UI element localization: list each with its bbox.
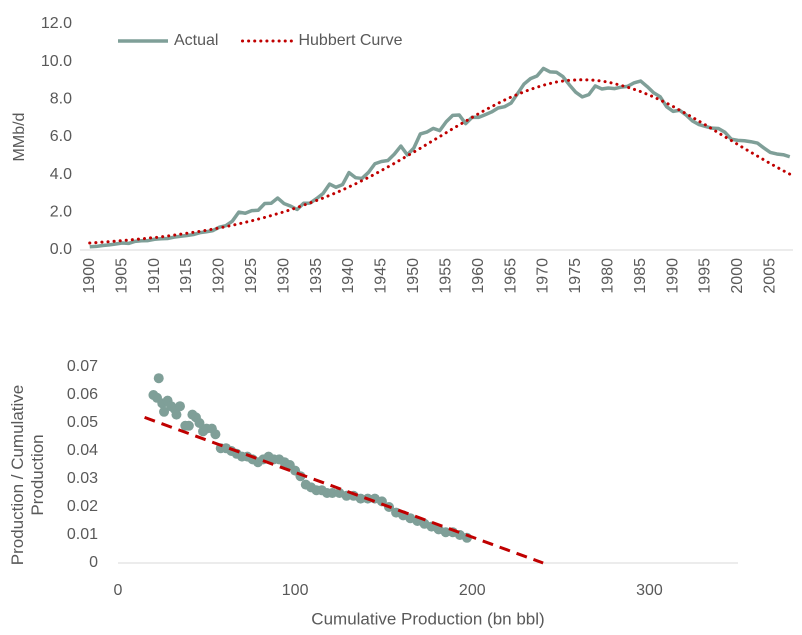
- x-tick-label: 1950: [405, 258, 422, 294]
- y-tick-label: 0.03: [67, 470, 98, 487]
- x-tick-label: 1970: [535, 258, 552, 294]
- x-tick-label: 2000: [729, 258, 746, 294]
- scatter-point: [175, 401, 185, 412]
- x-tick-label: 100: [282, 582, 309, 599]
- series-line: [89, 66, 791, 249]
- x-tick-label: 200: [459, 582, 486, 599]
- y-tick-label: 0.01: [67, 526, 98, 543]
- x-tick-label: 1965: [502, 258, 519, 294]
- x-tick-label: 1930: [275, 258, 292, 294]
- scatter-point: [210, 429, 221, 440]
- y-tick-label: 0.02: [67, 498, 98, 515]
- x-tick-label: 1905: [113, 258, 130, 294]
- y-axis-label: MMb/d: [11, 113, 28, 162]
- scatter-point: [194, 418, 205, 428]
- y-tick-label: 0.05: [67, 414, 98, 431]
- x-tick-label: 1900: [81, 258, 98, 294]
- x-tick-label: 1975: [567, 258, 584, 294]
- trend-line: [144, 415, 544, 565]
- x-tick-label: 1920: [211, 258, 228, 294]
- y-tick-label: 10.0: [41, 53, 72, 70]
- scatter-point: [183, 420, 194, 431]
- x-tick-label: 300: [636, 582, 663, 599]
- y-tick-label: 0: [89, 554, 98, 571]
- legend-label: Actual: [174, 32, 218, 49]
- x-tick-label: 1980: [599, 258, 616, 294]
- y-tick-label: 8.0: [50, 91, 72, 108]
- x-tick-label: 1940: [340, 258, 357, 294]
- y-tick-label: 0.04: [67, 442, 98, 459]
- y-tick-label: 0.0: [50, 241, 72, 258]
- x-tick-label: 1960: [470, 258, 487, 294]
- y-tick-label: 6.0: [50, 128, 72, 145]
- x-tick-label: 1910: [146, 258, 163, 294]
- scatter-point: [355, 493, 366, 504]
- y-tick-label: 4.0: [50, 166, 72, 183]
- scatter-point: [153, 373, 164, 384]
- y-tick-label: 12.0: [41, 15, 72, 32]
- x-tick-label: 1985: [632, 258, 649, 294]
- y-tick-label: 0.06: [67, 386, 98, 403]
- x-tick-label: 0: [114, 582, 123, 599]
- x-tick-label: 1935: [308, 258, 325, 294]
- y-axis-label: Production / Cumulative Production: [8, 384, 47, 566]
- scatter-point: [440, 527, 451, 538]
- scatter-point: [159, 406, 170, 417]
- x-tick-label: 1945: [373, 258, 390, 294]
- series-line: [88, 78, 792, 245]
- x-tick-label: 1925: [243, 258, 260, 294]
- legend-label: Hubbert Curve: [298, 32, 402, 49]
- x-tick-label: 1995: [697, 258, 714, 294]
- x-tick-label: 1955: [437, 258, 454, 294]
- y-tick-label: 0.07: [67, 358, 98, 375]
- y-tick-label: 2.0: [50, 204, 72, 221]
- x-tick-label: 1915: [178, 258, 195, 294]
- x-tick-label: 2005: [762, 258, 779, 294]
- scatter-point: [171, 409, 182, 420]
- x-tick-label: 1990: [664, 258, 681, 294]
- scatter-point: [327, 488, 338, 498]
- x-axis-label: Cumulative Production (bn bbl): [311, 609, 544, 628]
